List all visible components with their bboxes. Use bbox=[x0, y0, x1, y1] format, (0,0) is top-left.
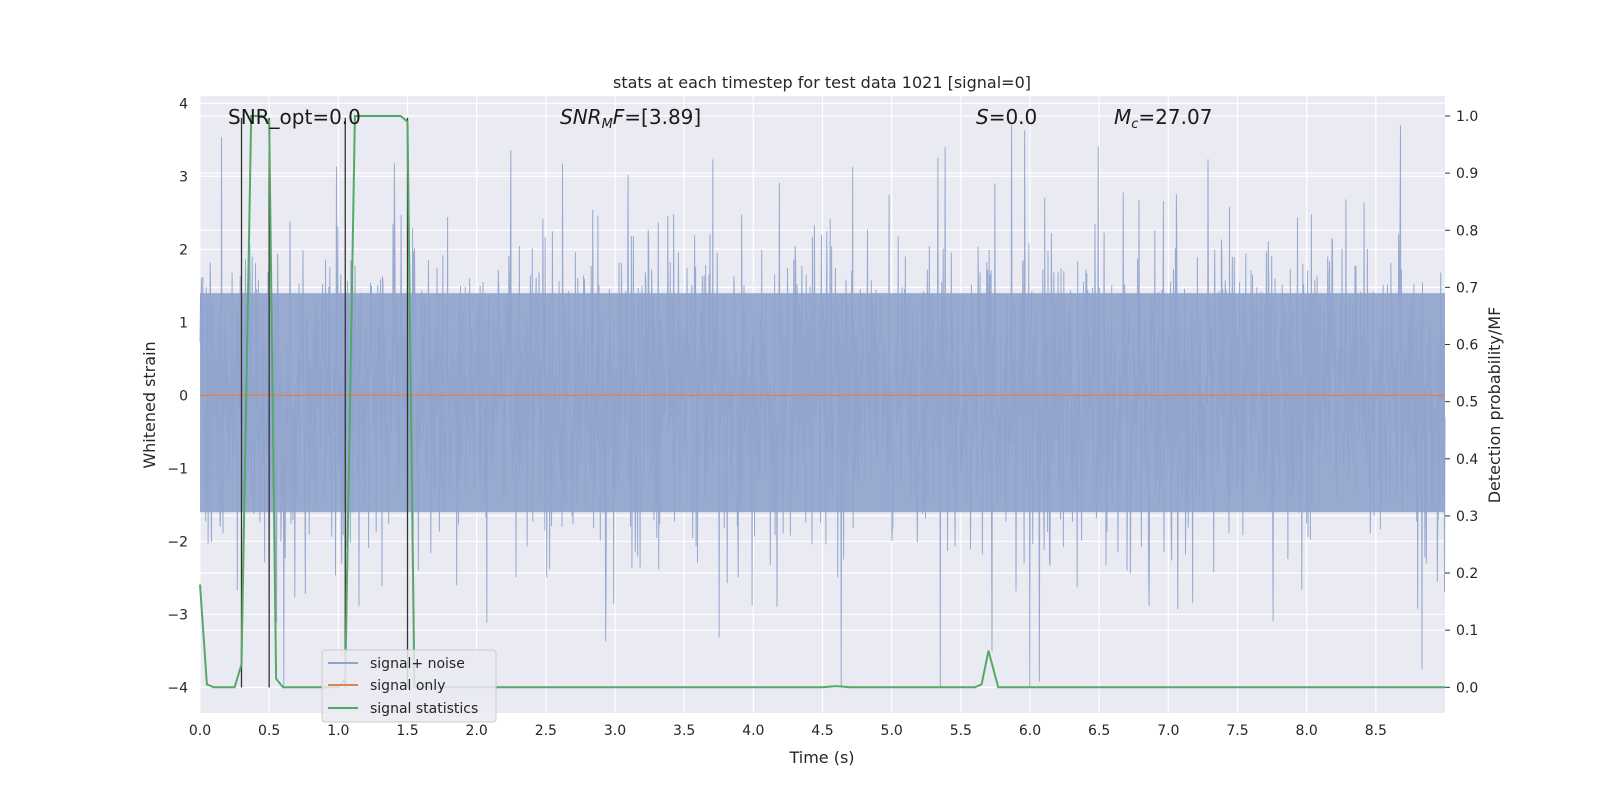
x-tick-label: 1.5 bbox=[396, 723, 418, 739]
y-axis-ticks-left: 4 3 2 1 0 −1 −2 −3 −4 bbox=[167, 96, 188, 696]
y-tick-label-left: 3 bbox=[179, 169, 188, 185]
y-axis-label-right: Detection probability/MF bbox=[1485, 307, 1504, 504]
annotation-snr-mf: SNRMF=[3.89] bbox=[560, 105, 701, 132]
x-tick-label: 0.0 bbox=[189, 723, 211, 739]
y-tick-label-left: 1 bbox=[179, 315, 188, 331]
chart-title: stats at each timestep for test data 102… bbox=[613, 73, 1031, 92]
legend: signal+ noise signal only signal statist… bbox=[321, 649, 497, 723]
x-tick-label: 6.0 bbox=[1019, 723, 1041, 739]
y-tick-label-right: 0.9 bbox=[1456, 166, 1478, 182]
y-axis-label-left: Whitened strain bbox=[140, 341, 159, 468]
x-tick-label: 4.0 bbox=[742, 723, 764, 739]
x-axis-label: Time (s) bbox=[788, 748, 854, 767]
x-tick-label: 7.5 bbox=[1226, 723, 1248, 739]
legend-label-stats: signal statistics bbox=[370, 701, 478, 717]
annotation-s: S=0.0 bbox=[976, 105, 1037, 129]
y-tick-label-right: 0.6 bbox=[1456, 338, 1478, 354]
y-tick-label-left: −3 bbox=[167, 607, 188, 623]
x-tick-label: 2.5 bbox=[535, 723, 557, 739]
y-tick-label-left: −2 bbox=[167, 534, 188, 550]
y-tick-label-right: 0.2 bbox=[1456, 566, 1478, 582]
y-tick-label-right: 1.0 bbox=[1456, 109, 1478, 125]
x-tick-label: 8.5 bbox=[1365, 723, 1387, 739]
y-tick-label-right: 0.7 bbox=[1456, 280, 1478, 296]
x-tick-label: 8.0 bbox=[1296, 723, 1318, 739]
y-tick-label-right: 0.8 bbox=[1456, 223, 1478, 239]
y-tick-label-left: −1 bbox=[167, 461, 188, 477]
y-tick-label-left: 4 bbox=[179, 96, 188, 112]
y-tick-label-right: 0.5 bbox=[1456, 395, 1478, 411]
annotation-mc: Mc=27.07 bbox=[1114, 105, 1212, 132]
x-tick-label: 6.5 bbox=[1088, 723, 1110, 739]
signal-statistics-line bbox=[199, 115, 1445, 689]
legend-box bbox=[321, 649, 497, 723]
y-tick-label-right: 0.4 bbox=[1456, 452, 1478, 468]
y-tick-label-left: 0 bbox=[179, 388, 188, 404]
x-tick-label: 5.5 bbox=[950, 723, 972, 739]
y-tick-label-right: 0.3 bbox=[1456, 509, 1478, 525]
x-tick-label: 7.0 bbox=[1157, 723, 1179, 739]
y-axis-ticks-right: 1.0 0.9 0.8 0.7 0.6 0.5 0.4 0.3 0.2 0.1 0.0 bbox=[1445, 109, 1478, 696]
x-tick-label: 4.5 bbox=[811, 723, 833, 739]
y-tick-label-left: 2 bbox=[179, 242, 188, 258]
x-tick-label: 2.0 bbox=[466, 723, 488, 739]
x-axis-ticks: 0.0 0.5 1.0 1.5 2.0 2.5 3.0 3.5 4.0 4.5 5.0 5.5 6.0 6… bbox=[189, 723, 1387, 739]
vertical-markers bbox=[240, 117, 409, 688]
x-tick-label: 3.0 bbox=[604, 723, 626, 739]
x-tick-label: 0.5 bbox=[258, 723, 280, 739]
series-signal-statistics bbox=[199, 115, 1445, 689]
legend-label-noise: signal+ noise bbox=[370, 656, 465, 672]
x-tick-label: 1.0 bbox=[327, 723, 349, 739]
noise-core-band bbox=[200, 293, 1445, 513]
y-tick-label-right: 0.0 bbox=[1456, 680, 1478, 696]
y-tick-label-left: −4 bbox=[167, 680, 188, 696]
y-tick-label-right: 0.1 bbox=[1456, 623, 1478, 639]
legend-label-signal: signal only bbox=[370, 678, 445, 694]
x-tick-label: 5.0 bbox=[881, 723, 903, 739]
annotation-snr-opt: SNR_opt=0.0 bbox=[228, 105, 361, 129]
x-tick-label: 3.5 bbox=[673, 723, 695, 739]
